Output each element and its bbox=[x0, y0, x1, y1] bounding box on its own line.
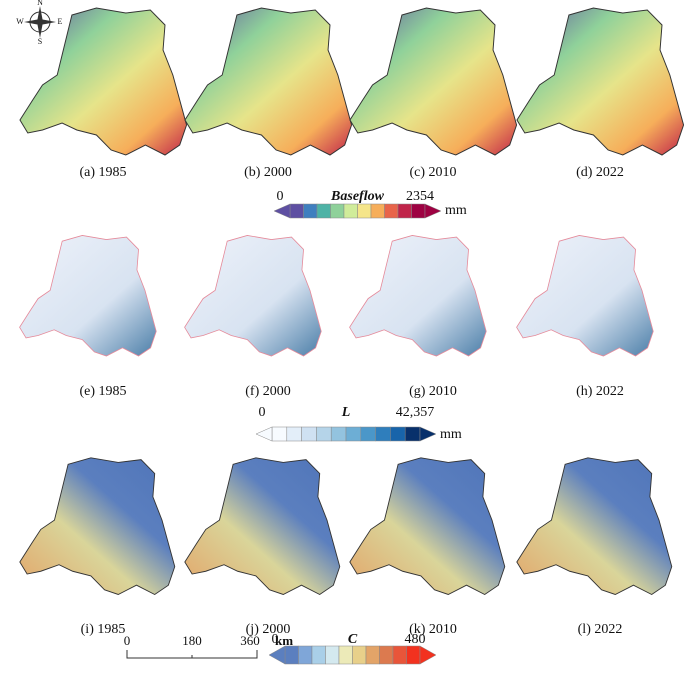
legend-max: 2354 bbox=[406, 189, 434, 204]
scale-bar: 0 180 360 km bbox=[124, 633, 293, 659]
colorbar-swatch bbox=[316, 203, 331, 219]
colorbar-swatch bbox=[343, 203, 358, 219]
colorbar-swatch bbox=[284, 645, 299, 665]
colorbar-arrow bbox=[255, 426, 273, 442]
legend-title: C bbox=[348, 632, 358, 647]
colorbar-arrow bbox=[268, 645, 286, 665]
colorbar-swatch bbox=[404, 426, 421, 442]
colorbar-swatch bbox=[392, 645, 407, 665]
colorbar-swatch bbox=[397, 203, 412, 219]
panel-label: (b) 2000 bbox=[244, 165, 292, 180]
panel-label: (a) 1985 bbox=[79, 165, 126, 180]
panel-label: (c) 2010 bbox=[409, 165, 456, 180]
legends: Baseflow 0 2354 mm L 0 42,357 mm C 0 480 bbox=[255, 189, 467, 665]
panel-label: (e) 1985 bbox=[79, 384, 126, 399]
panel-label: (g) 2010 bbox=[409, 384, 457, 399]
colorbar-swatch bbox=[271, 426, 288, 442]
legend-title: L bbox=[341, 405, 351, 420]
colorbar: L 0 42,357 mm bbox=[255, 405, 462, 442]
colorbar-swatch bbox=[286, 426, 302, 442]
region-map bbox=[19, 457, 176, 595]
colorbar-swatch bbox=[411, 203, 426, 219]
colorbar-swatch bbox=[298, 645, 313, 665]
colorbar-swatch bbox=[406, 645, 421, 665]
colorbar-swatch bbox=[370, 203, 385, 219]
labels: (a) 1985 (b) 2000 (c) 2010 (d) 2022 (e) 1985… bbox=[79, 165, 623, 637]
colorbar-swatch bbox=[289, 203, 304, 219]
colorbar-swatch bbox=[375, 426, 391, 442]
colorbar: C 0 480 bbox=[268, 632, 437, 665]
colorbar-arrow bbox=[419, 645, 437, 665]
colorbar-swatch bbox=[360, 426, 376, 442]
colorbar-swatch bbox=[311, 645, 326, 665]
region-map bbox=[349, 7, 518, 156]
colorbar-swatch bbox=[330, 426, 347, 442]
scale-tick: 360 bbox=[240, 633, 260, 648]
compass-s: S bbox=[38, 37, 42, 46]
colorbar-swatch bbox=[384, 203, 399, 219]
colorbar-swatch bbox=[301, 426, 317, 442]
region-map bbox=[349, 457, 506, 595]
region-map bbox=[184, 7, 353, 156]
colorbar-arrow bbox=[419, 426, 437, 442]
region-map bbox=[349, 235, 487, 357]
colorbar-swatch bbox=[345, 426, 362, 442]
compass: N S W E bbox=[16, 0, 62, 46]
legend-unit: mm bbox=[445, 203, 467, 218]
colorbar-swatch bbox=[352, 645, 367, 665]
panel-label: (h) 2022 bbox=[576, 384, 624, 399]
legend-max: 42,357 bbox=[396, 405, 435, 420]
colorbar: Baseflow 0 2354 mm bbox=[273, 189, 467, 219]
region-map bbox=[184, 235, 322, 357]
colorbar-arrow bbox=[273, 203, 291, 219]
panel-label: (d) 2022 bbox=[576, 165, 624, 180]
colorbar-swatch bbox=[365, 645, 380, 665]
compass-w: W bbox=[16, 17, 24, 26]
panel-label: (f) 2000 bbox=[245, 384, 291, 399]
region-map bbox=[516, 457, 673, 595]
legend-title: Baseflow bbox=[330, 189, 385, 204]
region-map bbox=[19, 7, 188, 156]
colorbar-swatch bbox=[330, 203, 345, 219]
colorbar-swatch bbox=[316, 426, 332, 442]
legend-max: 480 bbox=[405, 632, 426, 647]
panel-label: (l) 2022 bbox=[578, 622, 623, 637]
colorbar-swatch bbox=[390, 426, 406, 442]
compass-n: N bbox=[37, 0, 43, 7]
legend-min: 0 bbox=[259, 405, 266, 420]
region-map bbox=[19, 235, 157, 357]
region-map bbox=[184, 457, 341, 595]
colorbar-arrow bbox=[424, 203, 442, 219]
scale-unit: km bbox=[275, 633, 293, 648]
maps bbox=[19, 7, 685, 595]
panel-label: (j) 2000 bbox=[246, 622, 291, 637]
legend-min: 0 bbox=[272, 632, 279, 647]
colorbar-swatch bbox=[303, 203, 318, 219]
panel-label: (k) 2010 bbox=[409, 622, 457, 637]
region-map bbox=[516, 7, 685, 156]
colorbar-swatch bbox=[357, 203, 372, 219]
colorbar-swatch bbox=[325, 645, 340, 665]
region-map bbox=[516, 235, 654, 357]
colorbar-swatch bbox=[379, 645, 394, 665]
compass-e: E bbox=[58, 17, 63, 26]
panel-label: (i) 1985 bbox=[81, 622, 126, 637]
scale-tick: 0 bbox=[124, 633, 131, 648]
colorbar-swatch bbox=[338, 645, 353, 665]
legend-min: 0 bbox=[277, 189, 284, 204]
legend-unit: mm bbox=[440, 427, 462, 442]
scale-tick: 180 bbox=[182, 633, 202, 648]
